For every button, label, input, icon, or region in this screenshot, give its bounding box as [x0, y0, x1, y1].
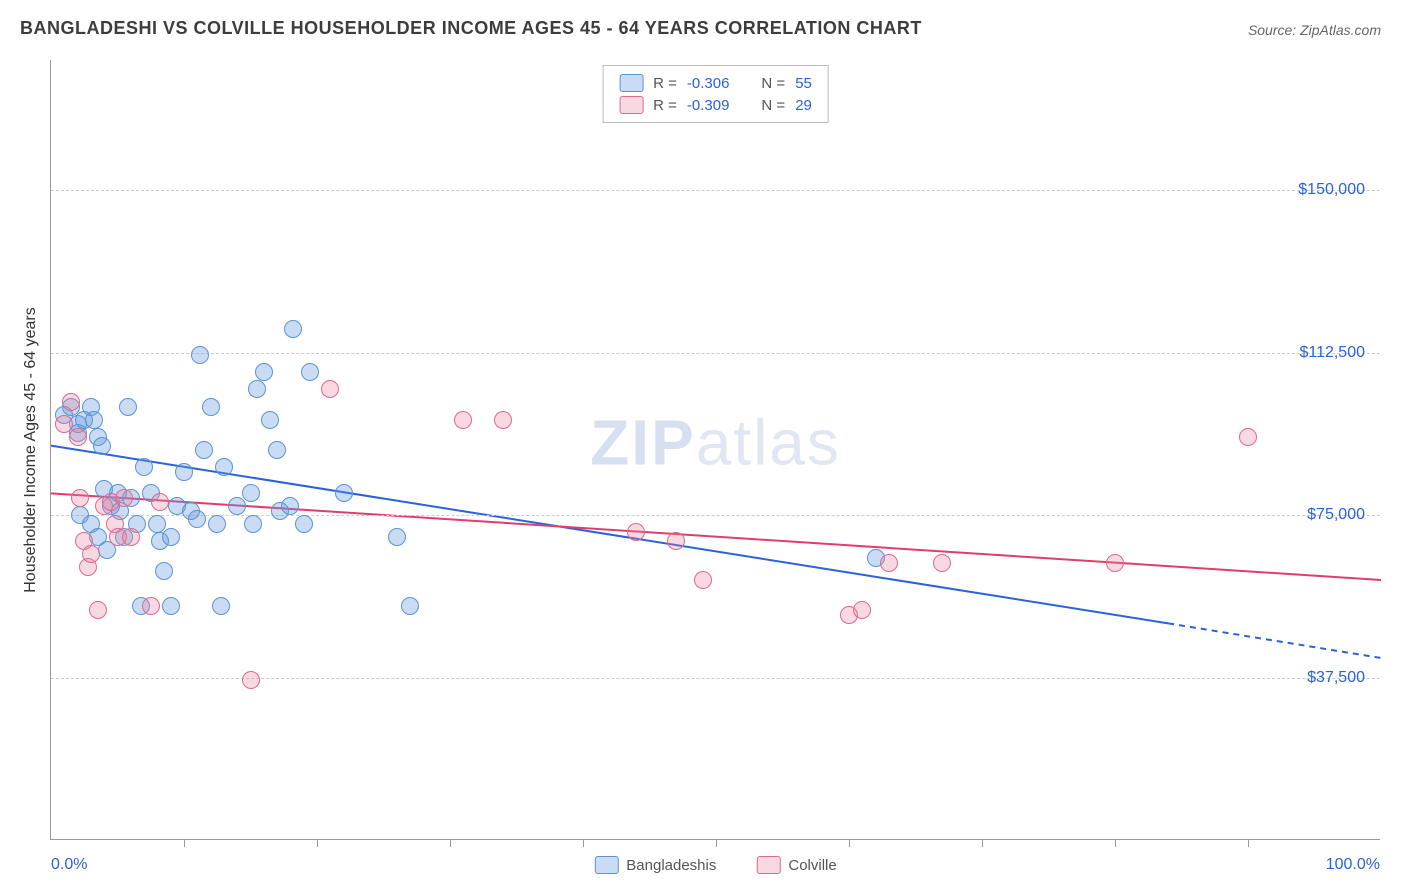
legend-n-prefix: N = — [761, 75, 785, 92]
y-tick-label: $37,500 — [1307, 669, 1365, 687]
scatter-point — [212, 597, 230, 615]
scatter-point — [335, 484, 353, 502]
scatter-point — [261, 411, 279, 429]
scatter-point — [208, 515, 226, 533]
scatter-point — [401, 597, 419, 615]
x-tick — [982, 839, 983, 847]
scatter-point — [301, 363, 319, 381]
y-tick-label: $75,000 — [1307, 506, 1365, 524]
scatter-point — [115, 489, 133, 507]
trend-lines-svg — [51, 60, 1381, 840]
scatter-point — [69, 428, 87, 446]
x-tick — [716, 839, 717, 847]
scatter-point — [1239, 428, 1257, 446]
legend-swatch — [619, 96, 643, 114]
scatter-point — [284, 320, 302, 338]
source-attribution: Source: ZipAtlas.com — [1248, 22, 1381, 38]
scatter-point — [119, 398, 137, 416]
x-tick — [1248, 839, 1249, 847]
scatter-point — [135, 458, 153, 476]
scatter-point — [321, 380, 339, 398]
legend-r-value: -0.309 — [687, 97, 730, 114]
scatter-point — [215, 458, 233, 476]
scatter-point — [494, 411, 512, 429]
scatter-point — [142, 597, 160, 615]
trend-line-extrapolated — [1168, 623, 1381, 658]
scatter-point — [151, 493, 169, 511]
x-tick — [184, 839, 185, 847]
legend-series-item: Bangladeshis — [594, 856, 716, 874]
scatter-point — [89, 601, 107, 619]
scatter-point — [202, 398, 220, 416]
grid-line-horizontal — [51, 353, 1380, 354]
trend-line — [51, 493, 1381, 580]
y-axis-title: Householder Income Ages 45 - 64 years — [22, 307, 40, 593]
legend-n-value: 29 — [795, 97, 812, 114]
correlation-legend: R = -0.306 N = 55 R = -0.309 N = 29 — [602, 65, 829, 123]
grid-line-horizontal — [51, 190, 1380, 191]
scatter-point — [281, 497, 299, 515]
scatter-point — [667, 532, 685, 550]
x-axis-min-label: 0.0% — [51, 856, 87, 874]
watermark: ZIPatlas — [590, 405, 841, 479]
legend-r-value: -0.306 — [687, 75, 730, 92]
scatter-point — [85, 411, 103, 429]
legend-correlation-row: R = -0.306 N = 55 — [619, 72, 812, 94]
scatter-point — [82, 545, 100, 563]
scatter-point — [388, 528, 406, 546]
y-tick-label: $150,000 — [1298, 181, 1365, 199]
x-tick — [583, 839, 584, 847]
scatter-point — [71, 489, 89, 507]
legend-n-value: 55 — [795, 75, 812, 92]
scatter-point — [242, 484, 260, 502]
legend-series-label: Colville — [788, 857, 836, 874]
legend-correlation-row: R = -0.309 N = 29 — [619, 94, 812, 116]
scatter-point — [244, 515, 262, 533]
legend-swatch — [594, 856, 618, 874]
x-tick — [1115, 839, 1116, 847]
scatter-point — [62, 393, 80, 411]
x-axis-max-label: 100.0% — [1326, 856, 1380, 874]
series-legend: Bangladeshis Colville — [594, 856, 836, 874]
legend-swatch — [756, 856, 780, 874]
scatter-point — [255, 363, 273, 381]
scatter-point — [933, 554, 951, 572]
scatter-point — [248, 380, 266, 398]
scatter-point — [454, 411, 472, 429]
x-tick — [317, 839, 318, 847]
scatter-point — [694, 571, 712, 589]
legend-series-item: Colville — [756, 856, 836, 874]
scatter-point — [155, 562, 173, 580]
scatter-point — [162, 528, 180, 546]
scatter-point — [195, 441, 213, 459]
scatter-point — [188, 510, 206, 528]
scatter-point — [93, 437, 111, 455]
legend-r-prefix: R = — [653, 97, 677, 114]
legend-swatch — [619, 74, 643, 92]
legend-r-prefix: R = — [653, 75, 677, 92]
chart-title: BANGLADESHI VS COLVILLE HOUSEHOLDER INCO… — [20, 18, 922, 39]
scatter-point — [1106, 554, 1124, 572]
scatter-point — [191, 346, 209, 364]
scatter-point — [122, 528, 140, 546]
scatter-point — [880, 554, 898, 572]
plot-area: ZIPatlas R =-0.306N =55R =-0.309N =29 0.… — [50, 60, 1380, 840]
scatter-point — [175, 463, 193, 481]
scatter-point — [853, 601, 871, 619]
scatter-point — [295, 515, 313, 533]
scatter-point — [268, 441, 286, 459]
legend-n-prefix: N = — [761, 97, 785, 114]
y-tick-label: $112,500 — [1299, 344, 1365, 362]
scatter-point — [162, 597, 180, 615]
scatter-point — [242, 671, 260, 689]
x-tick — [849, 839, 850, 847]
legend-series-label: Bangladeshis — [626, 857, 716, 874]
x-tick — [450, 839, 451, 847]
scatter-point — [627, 523, 645, 541]
